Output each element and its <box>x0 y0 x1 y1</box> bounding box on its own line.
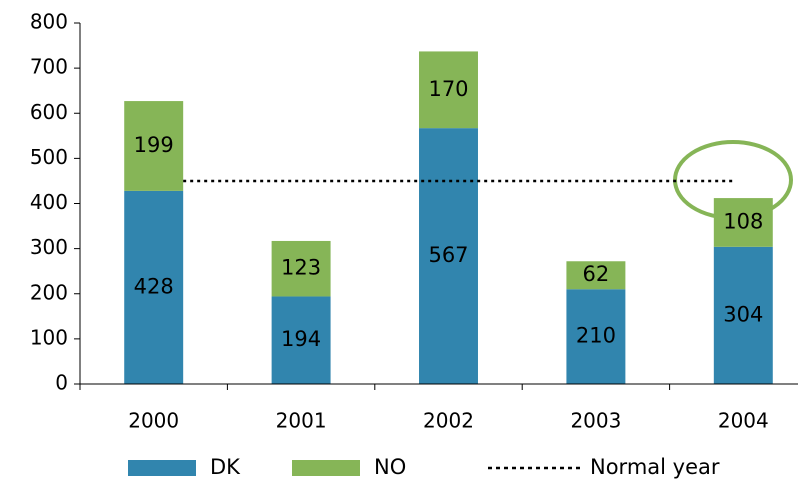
value-label: 108 <box>723 209 763 233</box>
y-tick-label: 600 <box>30 100 68 124</box>
value-label: 194 <box>281 327 321 351</box>
value-label: 567 <box>428 243 468 267</box>
y-tick-label: 400 <box>30 190 68 214</box>
bar-segment <box>713 198 773 247</box>
y-tick-label: 100 <box>30 325 68 349</box>
value-label: 62 <box>583 262 610 286</box>
bar-segment <box>566 261 626 290</box>
value-label: 170 <box>428 77 468 101</box>
value-label: 199 <box>134 133 174 157</box>
bar-segment <box>271 296 331 384</box>
y-tick-label: 200 <box>30 280 68 304</box>
y-tick-label: 300 <box>30 235 68 259</box>
bar-segment <box>124 190 184 384</box>
value-label: 304 <box>723 302 763 326</box>
legend-swatch <box>128 460 196 476</box>
bar-segment <box>271 240 331 297</box>
x-tick-label: 2004 <box>718 409 769 433</box>
x-tick-label: 2002 <box>423 409 474 433</box>
legend-label: DK <box>210 455 241 479</box>
legend-label: Normal year <box>590 455 720 479</box>
bar-segment <box>124 101 184 191</box>
bar-segment <box>713 246 773 384</box>
bar-segment <box>419 51 478 129</box>
legend-label: NO <box>374 455 406 479</box>
x-tick-label: 2003 <box>570 409 621 433</box>
y-tick-label: 700 <box>30 55 68 79</box>
bar-segment <box>419 128 478 384</box>
x-tick-label: 2000 <box>128 409 179 433</box>
value-label: 210 <box>576 324 616 348</box>
x-tick-label: 2001 <box>276 409 327 433</box>
legend-swatch <box>292 460 360 476</box>
value-label: 428 <box>134 274 174 298</box>
y-tick-label: 0 <box>55 371 68 395</box>
y-tick-label: 800 <box>30 10 68 34</box>
y-tick-label: 500 <box>30 145 68 169</box>
bar-segment <box>566 289 626 384</box>
value-label: 123 <box>281 256 321 280</box>
